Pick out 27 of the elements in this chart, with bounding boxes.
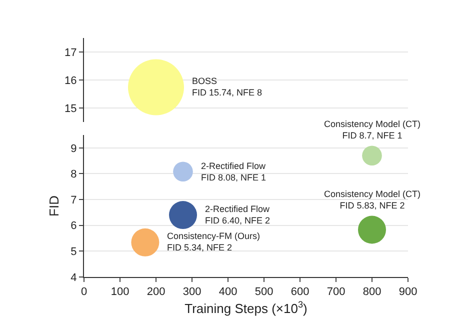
y-tick-label: 5: [70, 246, 77, 258]
x-tick-label: 300: [182, 286, 202, 298]
y-tick-label: 16: [64, 74, 77, 87]
y-axis-title: FID: [46, 196, 62, 216]
x-tick-label: 0: [80, 286, 88, 298]
annotation: Consistency-FM (Ours) FID 5.34, NFE 2: [167, 231, 260, 253]
x-tick-label: 100: [110, 286, 130, 298]
annotation: 2-Rectified Flow FID 8.08, NFE 1: [201, 161, 266, 183]
y-tick-label: 4: [70, 272, 77, 284]
annotation: Consistency Model (CT) FID 8.7, NFE 1: [324, 119, 421, 141]
annotation: BOSS FID 15.74, NFE 8: [192, 76, 262, 98]
x-tick-label: 900: [398, 286, 418, 298]
y-tick-label: 7: [70, 194, 77, 206]
annotation: Consistency Model (CT) FID 5.83, NFE 2: [324, 189, 421, 211]
y-tick-label: 8: [70, 168, 77, 181]
y-tick-label: 9: [70, 142, 77, 155]
x-tick-label: 600: [290, 286, 310, 298]
x-axis-title: Training Steps (×10$^{3}$): [184, 299, 308, 316]
x-tick-label: 400: [218, 286, 238, 298]
annotation: 2-Rectified Flow FID 6.40, NFE 2: [205, 204, 270, 226]
x-tick-label: 800: [362, 286, 382, 298]
x-tick-label: 200: [146, 286, 166, 298]
x-tick-label: 700: [326, 286, 346, 298]
y-tick-label: 6: [70, 220, 77, 232]
x-tick-label: 500: [254, 286, 274, 298]
y-tick-label: 15: [64, 102, 77, 115]
y-tick-label: 17: [64, 46, 77, 59]
